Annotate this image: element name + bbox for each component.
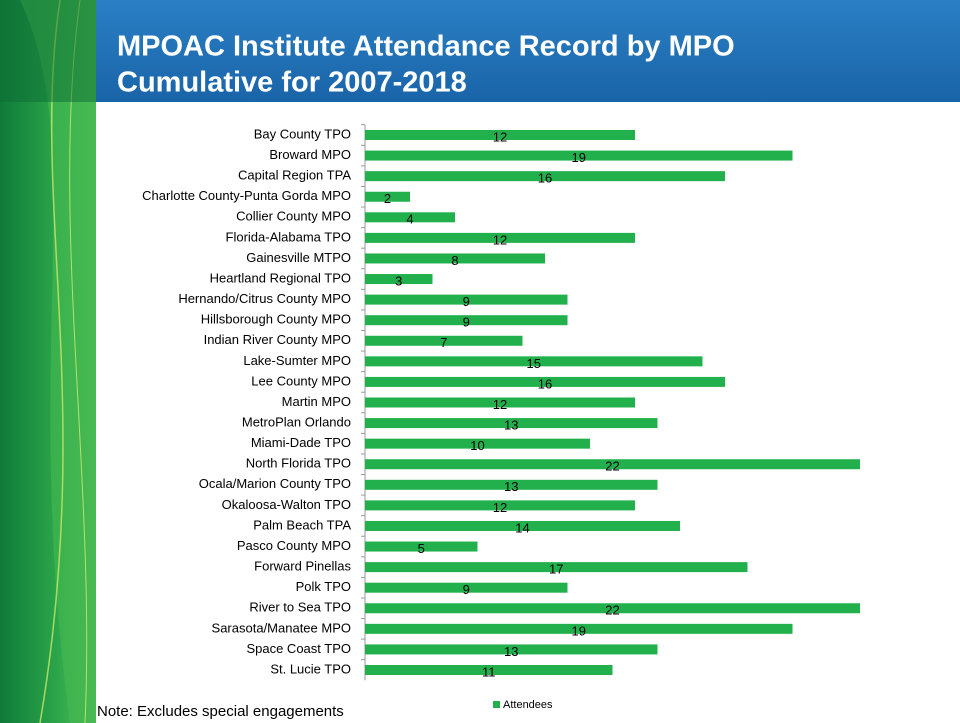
data-label: 5	[418, 541, 425, 556]
y-tick-label: Heartland Regional TPO	[210, 270, 351, 285]
bar	[365, 294, 568, 305]
bar	[365, 562, 748, 573]
data-label: 13	[504, 644, 518, 659]
y-tick-label: Capital Region TPA	[238, 168, 351, 183]
y-tick-label: Lee County MPO	[251, 373, 351, 388]
data-label: 12	[493, 232, 507, 247]
bar	[365, 582, 568, 593]
header-corner	[0, 0, 96, 102]
y-tick-label: Charlotte County-Punta Gorda MPO	[142, 188, 351, 203]
header-band	[96, 0, 960, 102]
data-label: 17	[549, 562, 563, 577]
bar	[365, 603, 860, 614]
bar	[365, 623, 793, 634]
y-tick-label: Hernando/Citrus County MPO	[178, 291, 351, 306]
y-tick-label: Hillsborough County MPO	[201, 312, 351, 327]
bar	[365, 212, 455, 223]
y-tick-label: Collier County MPO	[236, 209, 351, 224]
data-label: 12	[493, 129, 507, 144]
bar	[365, 418, 658, 429]
data-label: 14	[515, 520, 529, 535]
y-tick-label: Polk TPO	[296, 579, 351, 594]
bar	[365, 171, 725, 182]
data-label: 11	[482, 664, 496, 679]
data-label: 12	[493, 500, 507, 515]
bar	[365, 150, 793, 161]
plot: Bay County TPO 12 Broward MPO 19 Capital Reg…	[142, 124, 860, 711]
note: Note: Excludes special engagements	[97, 703, 344, 720]
data-label: 12	[493, 397, 507, 412]
side-swoosh	[20, 0, 96, 723]
data-label: 22	[605, 603, 619, 618]
bar	[365, 541, 478, 552]
y-tick-label: North Florida TPO	[246, 456, 351, 471]
bar	[365, 479, 658, 490]
y-tick-label: Indian River County MPO	[204, 332, 351, 347]
data-label: 19	[572, 623, 586, 638]
y-tick-label: Bay County TPO	[254, 126, 351, 141]
bar	[365, 335, 523, 346]
bar	[365, 397, 635, 408]
chart-title: MPOAC Institute Attendance Record by MPO	[117, 31, 735, 63]
bar	[365, 438, 590, 449]
bar	[365, 376, 725, 387]
chart-subtitle: Cumulative for 2007-2018	[117, 67, 467, 99]
y-tick-label: Space Coast TPO	[246, 641, 351, 656]
y-tick-label: St. Lucie TPO	[270, 661, 351, 676]
data-label: 8	[451, 253, 458, 268]
y-tick-label: Gainesville MTPO	[246, 250, 351, 265]
bar	[365, 644, 658, 655]
data-label: 2	[384, 191, 391, 206]
y-tick-label: Martin MPO	[282, 394, 351, 409]
data-label: 9	[463, 315, 470, 330]
data-label: 13	[504, 479, 518, 494]
y-tick-label: Miami-Dade TPO	[251, 435, 351, 450]
y-tick-label: Broward MPO	[269, 147, 351, 162]
bar	[365, 665, 613, 675]
legend-label: Attendees	[503, 699, 553, 711]
bar	[365, 500, 635, 511]
y-tick-label: Forward Pinellas	[254, 559, 351, 574]
data-label: 3	[395, 273, 402, 288]
data-label: 9	[463, 294, 470, 309]
y-tick-label: Sarasota/Manatee MPO	[212, 620, 351, 635]
data-label: 22	[605, 459, 619, 474]
bar	[365, 130, 635, 140]
y-tick-label: Palm Beach TPA	[253, 517, 351, 532]
bar	[365, 459, 860, 470]
y-tick-label: Florida-Alabama TPO	[226, 229, 351, 244]
data-label: 15	[527, 356, 541, 371]
bar	[365, 315, 568, 326]
data-label: 7	[440, 335, 447, 350]
bar	[365, 191, 410, 202]
data-label: 13	[504, 418, 518, 433]
y-tick-label: MetroPlan Orlando	[242, 415, 351, 430]
bar	[365, 520, 680, 531]
y-tick-label: River to Sea TPO	[249, 600, 351, 615]
bar	[365, 356, 703, 367]
y-tick-label: Lake-Sumter MPO	[243, 353, 351, 368]
bar	[365, 232, 635, 243]
bar	[365, 274, 433, 285]
legend-swatch	[493, 701, 500, 708]
data-label: 10	[470, 438, 484, 453]
y-tick-label: Pasco County MPO	[237, 538, 351, 553]
data-label: 16	[538, 376, 552, 391]
data-label: 9	[463, 582, 470, 597]
data-label: 19	[572, 150, 586, 165]
data-label: 16	[538, 171, 552, 186]
bar	[365, 253, 545, 264]
y-tick-label: Okaloosa-Walton TPO	[222, 497, 351, 512]
y-tick-label: Ocala/Marion County TPO	[199, 476, 351, 491]
data-label: 4	[406, 212, 413, 227]
